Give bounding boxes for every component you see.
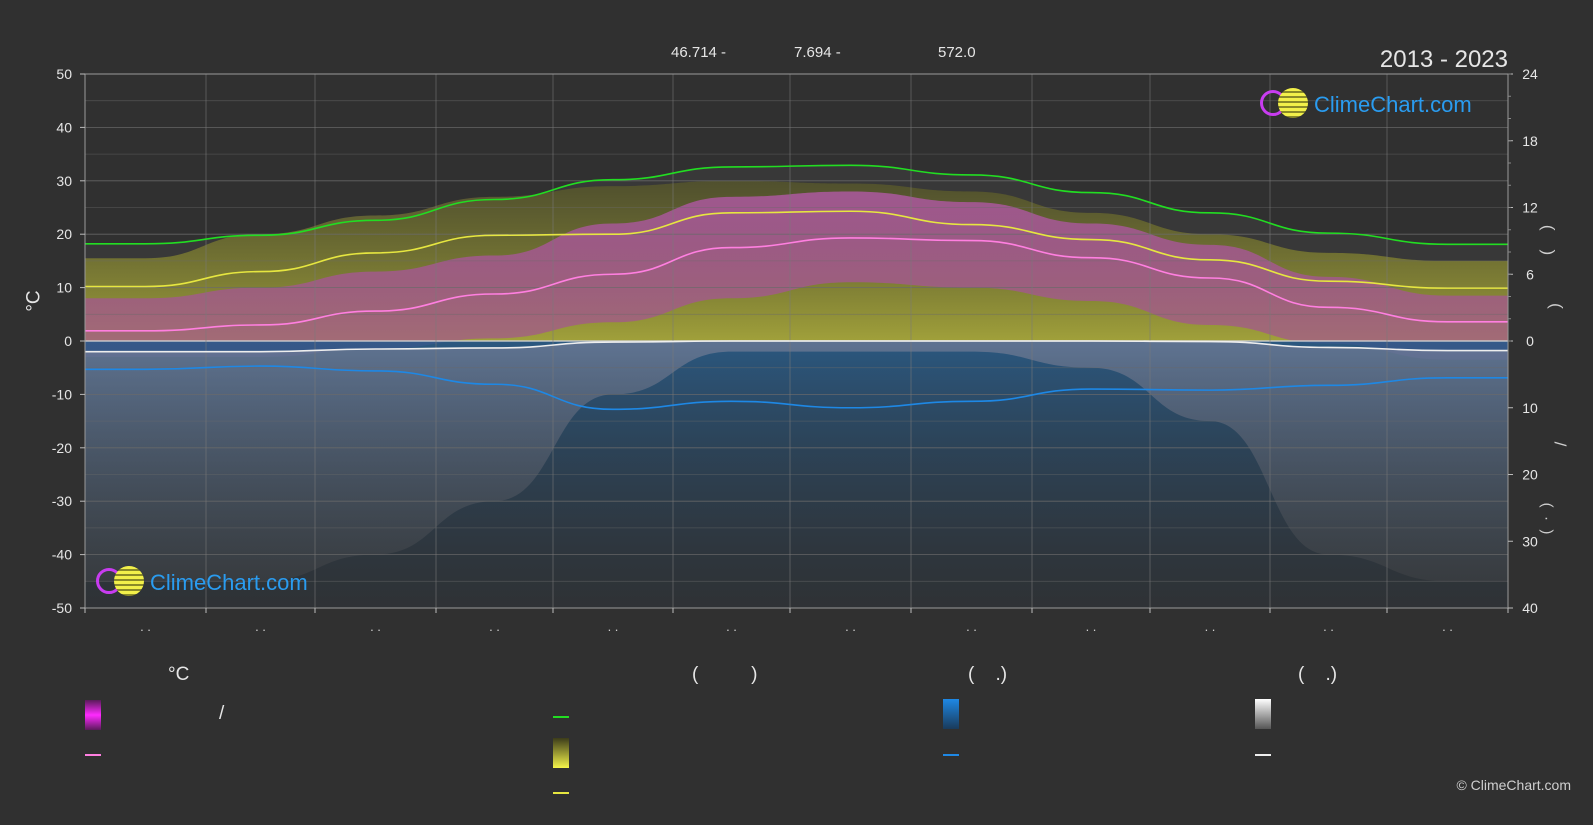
legend-snow-heading: ( .) (1298, 664, 1338, 685)
legend-swatch-rain (943, 699, 959, 729)
logo-top[interactable]: ClimeChart.com (1260, 88, 1472, 122)
daylight-line (85, 164, 1508, 246)
legend-temp-heading: °C (168, 664, 190, 685)
legend-swatch-rain-avg (943, 754, 959, 756)
y-right-top-tick-label: 0 (1526, 333, 1534, 349)
climechart-logo-icon (1260, 88, 1310, 122)
x-tick-label: . . (255, 619, 266, 634)
x-tick-label: . . (489, 619, 500, 634)
y-left-tick-label: 40 (56, 119, 72, 135)
logo-bottom[interactable]: ClimeChart.com (96, 566, 308, 600)
y-right-top-tick-label: 18 (1522, 133, 1538, 149)
right-axis-glyph-4: ( · ) (1538, 502, 1556, 535)
x-tick-label: . . (140, 619, 151, 634)
temperature-band (85, 191, 1508, 360)
x-tick-label: . . (966, 619, 977, 634)
y-left-tick-label: 10 (56, 280, 72, 296)
y-right-bottom-tick-label: 30 (1522, 533, 1538, 549)
y-left-tick-label: -40 (52, 547, 72, 563)
axes: 50 40 30 20 10 0 -10 -20 -30 -40 -50 24 18 12 6 0 10 20 30… (52, 66, 1538, 634)
y-left-tick-label: -10 (52, 386, 72, 402)
y-right-bottom-tick-label: 20 (1522, 467, 1538, 483)
snow-line (85, 340, 1508, 353)
x-tick-label: . . (1323, 619, 1334, 634)
legend-swatch-snow-avg (1255, 754, 1271, 756)
right-axis-glyph-3: / (1550, 441, 1570, 447)
coord-latitude: 46.714 - (671, 44, 727, 61)
x-tick-label: . . (1442, 619, 1453, 634)
y-right-bottom-tick-label: 40 (1522, 600, 1538, 616)
chart-title: 2013 - 2023 (1379, 46, 1508, 73)
right-axis-glyph-2: ( (1546, 303, 1566, 309)
sunshine-line (85, 210, 1508, 289)
legend-swatch-sunshine-avg (553, 792, 569, 794)
logo-text: ClimeChart.com (1314, 92, 1472, 117)
y-left-tick-label: 20 (56, 226, 72, 242)
series-lines (85, 164, 1508, 411)
legend-sun-heading: ( ) (692, 664, 758, 685)
y-right-top-tick-label: 24 (1522, 66, 1538, 82)
legend-swatch-max-temp (85, 754, 101, 756)
y-right-top-tick-label: 6 (1526, 266, 1534, 282)
x-tick-label: . . (726, 619, 737, 634)
y-left-tick-label: 30 (56, 173, 72, 189)
y-left-tick-label: -30 (52, 493, 72, 509)
max-temp-line (85, 237, 1508, 332)
x-tick-label: . . (845, 619, 856, 634)
daylight-band (85, 165, 1508, 261)
right-axis-glyph-1: ( ) (1539, 224, 1559, 256)
legend-swatch-sunshine (553, 738, 569, 768)
y-axis-left-label: °C (23, 290, 45, 312)
legend-slash: / (219, 703, 225, 724)
x-tick-label: . . (1205, 619, 1216, 634)
x-tick-label: . . (370, 619, 381, 634)
y-left-tick-label: 0 (64, 333, 72, 349)
x-tick-label: . . (608, 619, 619, 634)
coord-elevation: 572.0 (938, 44, 976, 61)
legend-swatch-snow (1255, 699, 1271, 729)
legend-rain-heading: ( .) (968, 664, 1008, 685)
coord-longitude: 7.694 - (794, 44, 841, 61)
copyright: © ClimeChart.com (1456, 777, 1571, 793)
x-tick-label: . . (1086, 619, 1097, 634)
logo-text: ClimeChart.com (150, 570, 308, 595)
y-left-tick-label: -50 (52, 600, 72, 616)
y-left-tick-label: -20 (52, 440, 72, 456)
legend-swatch-daylight (553, 716, 569, 718)
y-right-bottom-tick-label: 10 (1522, 400, 1538, 416)
y-left-tick-label: 50 (56, 66, 72, 82)
legend-swatch-temp-range (85, 700, 101, 730)
y-right-top-tick-label: 12 (1522, 200, 1538, 216)
rain-line (85, 365, 1508, 411)
climechart-logo-icon (96, 566, 146, 600)
snow-band (85, 341, 1508, 582)
